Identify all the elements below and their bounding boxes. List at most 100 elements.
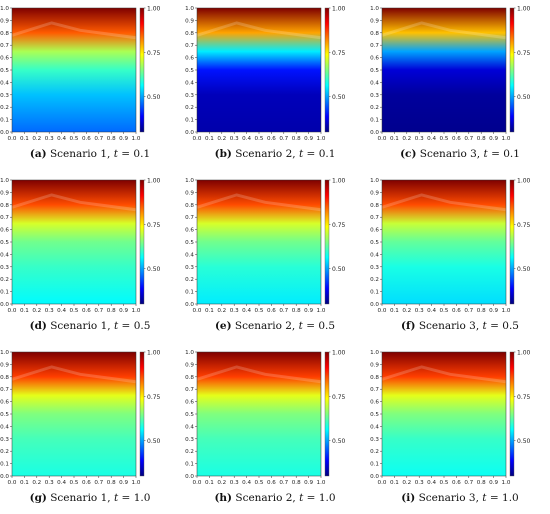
y-tick-label: 1.0 [370,178,379,184]
x-tick-label: 0.5 [70,480,79,486]
y-tick-label: 0.7 [370,387,379,393]
colorbar-tick-label: 0.75 [332,222,346,229]
y-tick-label: 0.5 [0,240,9,246]
colorbar-frame [509,179,515,305]
y-tick-label: 0.4 [185,80,194,86]
x-tick-label: 0.9 [304,480,313,486]
y-tick-label: 0.5 [0,412,9,418]
panel-g: 0.0 0.1 0.2 0.3 0.4 0.5 0.6 0.7 0.8 0.9 1.0 0.0 0.1 0… [0,344,180,514]
y-tick-label: 0.4 [185,424,194,430]
y-tick-label: 0.7 [0,215,9,221]
x-tick-label: 0.4 [57,480,66,486]
x-tick-label: 0.4 [242,136,251,142]
y-tick-label: 0.0 [185,302,194,308]
y-tick-label: 0.8 [370,31,379,37]
x-tick-label: 0.0 [8,308,17,314]
x-tick-label: 0.3 [230,136,239,142]
field-front-line [196,365,322,384]
y-tick-label: 0.5 [370,412,379,418]
y-tick-label: 0.0 [185,474,194,480]
colorbar-tick-label: 1.00 [332,350,346,357]
x-tick-label: 0.1 [20,308,29,314]
y-tick-label: 0.1 [370,290,379,296]
field-front-line [11,365,137,384]
x-tick-label: 1.0 [132,480,141,486]
x-tick-label: 0.7 [464,136,473,142]
y-tick-label: 1.0 [370,6,379,12]
x-tick-label: 0.2 [402,136,411,142]
y-tick-label: 0.4 [0,252,9,258]
colorbar-tick-label: 0.50 [517,94,531,101]
x-tick-label: 0.4 [242,308,251,314]
x-tick-label: 0.3 [230,308,239,314]
x-tick-label: 0.6 [82,136,91,142]
x-tick-label: 0.4 [427,480,436,486]
y-tick-label: 0.4 [0,424,9,430]
y-tick-label: 0.8 [185,375,194,381]
heatmap-field [382,180,506,304]
heatmap-plot: 0.0 0.1 0.2 0.3 0.4 0.5 0.6 0.7 0.8 0.9 1.00.00.10… [370,178,530,315]
y-tick-label: 0.6 [370,400,379,406]
heatmap-plot: 0.0 0.1 0.2 0.3 0.4 0.5 0.6 0.7 0.8 0.9 1.00.00.10… [370,6,531,143]
y-tick-label: 0.8 [0,375,9,381]
x-tick-label: 0.7 [464,308,473,314]
y-tick-label: 0.3 [370,437,379,443]
colorbar-tick-label: 1.00 [332,178,346,185]
y-tick-label: 0.3 [0,93,9,99]
y-tick-label: 0.8 [0,203,9,209]
colorbar [510,352,514,476]
x-tick-label: 0.1 [20,480,29,486]
x-tick-label: 0.4 [242,480,251,486]
y-tick-label: 0.0 [370,130,379,136]
colorbar-tick-label: 0.75 [332,50,346,57]
x-tick-label: 0.1 [205,308,214,314]
heatmap-plot: 0.0 0.1 0.2 0.3 0.4 0.5 0.6 0.7 0.8 0.9 1.00.00.10… [185,178,346,315]
y-tick-label: 0.9 [370,18,379,24]
panel-c: 0.0 0.1 0.2 0.3 0.4 0.5 0.6 0.7 0.8 0.9 1.0 0.0 0.1 0… [370,0,550,170]
y-tick-label: 0.6 [0,56,9,62]
y-tick-label: 1.0 [185,350,194,356]
y-tick-label: 0.8 [370,375,379,381]
colorbar-frame [139,179,145,305]
y-tick-label: 0.6 [185,228,194,234]
x-tick-label: 0.7 [94,136,103,142]
y-tick-label: 0.0 [370,474,379,480]
x-tick-label: 0.0 [193,480,202,486]
x-tick-label: 0.4 [57,136,66,142]
x-tick-label: 0.7 [279,480,288,486]
colorbar-tick-label: 0.75 [332,394,346,401]
x-tick-label: 0.2 [217,308,226,314]
field-front-line [11,21,137,40]
y-tick-label: 0.5 [370,240,379,246]
y-tick-label: 0.3 [185,265,194,271]
y-tick-label: 1.0 [185,178,194,184]
y-tick-label: 0.7 [370,43,379,49]
colorbar-tick-label: 1.00 [147,350,161,357]
colorbar-frame [139,351,145,477]
x-tick-label: 0.1 [205,480,214,486]
y-tick-label: 1.0 [0,350,9,356]
x-tick-label: 0.0 [378,308,387,314]
y-tick-label: 0.2 [0,105,9,111]
y-tick-label: 0.4 [370,424,379,430]
panel-caption: (f) Scenario 3, t = 0.5 [401,320,519,332]
heatmap-plot: 0.0 0.1 0.2 0.3 0.4 0.5 0.6 0.7 0.8 0.9 1.00.00.10… [0,6,160,143]
x-tick-label: 0.2 [402,308,411,314]
x-tick-label: 0.5 [440,480,449,486]
colorbar [140,8,144,132]
field-front-line [196,21,322,40]
y-tick-label: 0.6 [0,228,9,234]
x-tick-label: 0.4 [427,308,436,314]
y-tick-label: 0.0 [0,302,9,308]
colorbar-frame [509,351,515,477]
heatmap-plot: 0.0 0.1 0.2 0.3 0.4 0.5 0.6 0.7 0.8 0.9 1.00.00.10… [0,350,161,487]
x-tick-label: 0.2 [217,136,226,142]
panel-caption: (c) Scenario 3, t = 0.1 [400,148,520,160]
y-tick-label: 0.0 [370,302,379,308]
x-tick-label: 0.8 [477,480,486,486]
heatmap-plot: 0.0 0.1 0.2 0.3 0.4 0.5 0.6 0.7 0.8 0.9 1.00.00.10… [370,350,530,487]
colorbar-tick-label: 0.75 [147,222,161,229]
panel-caption: (i) Scenario 3, t = 1.0 [401,492,519,504]
x-tick-label: 0.4 [57,308,66,314]
x-tick-label: 0.7 [279,136,288,142]
